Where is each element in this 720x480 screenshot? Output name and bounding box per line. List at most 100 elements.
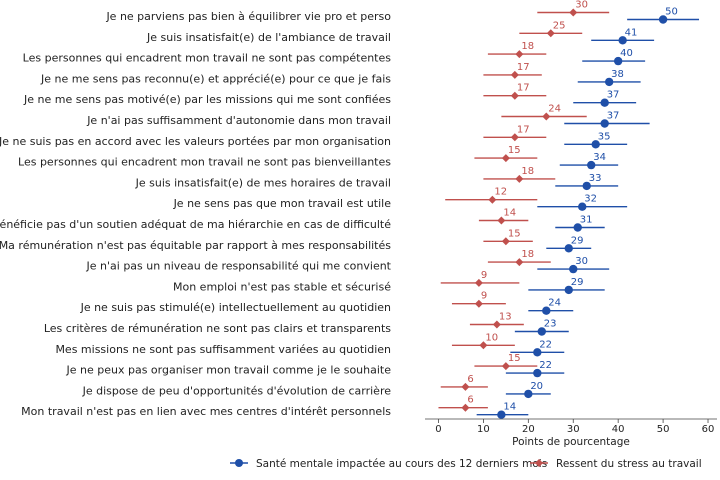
category-label: Les personnes qui encadrent mon travail … <box>18 156 391 169</box>
point-blue <box>604 77 614 87</box>
data-label-blue: 22 <box>539 360 552 371</box>
data-label-red: 12 <box>494 187 507 198</box>
data-label-blue: 37 <box>607 111 620 122</box>
data-label-blue: 29 <box>571 235 584 246</box>
legend-label-red: Ressent du stress au travail <box>556 458 702 470</box>
data-label-red: 18 <box>521 166 534 177</box>
point-blue <box>524 389 533 399</box>
legend: Santé mentale impactée au cours des 12 d… <box>230 458 702 470</box>
data-label-blue: 14 <box>503 402 516 413</box>
x-tick-label: 60 <box>702 424 715 435</box>
point-blue <box>533 348 542 357</box>
data-label-red: 15 <box>508 353 521 364</box>
data-label-red: 17 <box>517 62 530 73</box>
category-labels: Je ne parviens pas bien à équilibrer vie… <box>0 10 392 418</box>
category-label: Je suis insatisfait(e) de mes horaires d… <box>135 176 391 189</box>
point-blue <box>537 327 546 336</box>
point-blue <box>600 98 609 107</box>
point-red <box>461 403 470 412</box>
legend-marker-red <box>535 459 543 467</box>
category-label: Mes missions ne sont pas suffisamment va… <box>55 343 391 356</box>
x-tick-label: 40 <box>612 424 625 435</box>
point-red <box>492 320 501 329</box>
point-red <box>510 133 519 142</box>
data-label-red: 17 <box>517 124 530 135</box>
x-tick-label: 50 <box>657 424 670 435</box>
data-label-blue: 31 <box>580 215 593 226</box>
data-label-red: 15 <box>508 228 521 239</box>
category-label: Je n'ai pas suffisamment d'autonomie dan… <box>86 114 391 127</box>
point-blue <box>569 264 578 274</box>
legend-marker-blue <box>235 459 243 467</box>
point-red <box>510 70 519 79</box>
category-label: Je ne me sens pas reconnu(e) et apprécié… <box>40 72 391 85</box>
data-label-red: 10 <box>485 332 498 343</box>
point-red <box>515 50 524 59</box>
plot-area: 3025181717241715181214151899131015665041… <box>425 0 717 420</box>
point-red <box>497 216 506 225</box>
data-label-red: 9 <box>481 270 487 281</box>
category-label: Mon emploi n'est pas stable et sécurisé <box>173 280 391 293</box>
data-label-blue: 33 <box>589 173 602 184</box>
point-red <box>515 174 524 183</box>
x-tick-label: 20 <box>522 424 535 435</box>
point-blue <box>497 410 506 419</box>
point-blue <box>578 202 587 211</box>
point-red <box>542 112 551 121</box>
data-label-red: 30 <box>575 0 588 11</box>
data-label-blue: 50 <box>665 7 678 18</box>
point-red <box>474 278 483 287</box>
point-blue <box>618 36 627 45</box>
category-label: Je ne me sens pas motivé(e) par les miss… <box>23 93 391 106</box>
point-red <box>515 258 524 267</box>
category-label: Les critères de rémunération ne sont pas… <box>44 322 391 335</box>
x-tick-label: 0 <box>435 424 441 435</box>
point-blue <box>658 15 668 24</box>
data-label-blue: 37 <box>607 90 620 101</box>
point-blue <box>591 140 600 149</box>
category-label: Mon travail n'est pas en lien avec mes c… <box>21 405 391 418</box>
point-red <box>479 341 488 350</box>
point-red <box>501 362 510 371</box>
data-label-blue: 34 <box>593 152 606 163</box>
point-red <box>501 154 510 163</box>
data-label-blue: 41 <box>625 27 638 38</box>
x-axis: 0 10 20 30 40 50 60 <box>435 419 714 435</box>
data-label-red: 6 <box>467 374 473 385</box>
category-label: Je ne parviens pas bien à équilibrer vie… <box>105 10 391 23</box>
data-label-red: 15 <box>508 145 521 156</box>
legend-label-blue: Santé mentale impactée au cours des 12 d… <box>256 458 547 470</box>
point-blue <box>564 244 573 253</box>
category-label: Je ne suis pas stimulé(e) intellectuelle… <box>80 301 391 314</box>
legend-item-mental-health: Santé mentale impactée au cours des 12 d… <box>230 458 547 470</box>
data-label-red: 14 <box>503 208 516 219</box>
data-label-blue: 35 <box>598 131 611 142</box>
data-label-red: 25 <box>553 20 566 31</box>
data-label-blue: 32 <box>584 194 597 205</box>
point-blue <box>542 306 551 315</box>
x-tick-label: 30 <box>567 424 580 435</box>
data-label-red: 9 <box>481 291 487 302</box>
data-label-red: 13 <box>499 312 512 323</box>
point-red <box>501 237 510 246</box>
x-axis-title: Points de pourcentage <box>512 436 630 448</box>
category-label: Je ne peux pas organiser mon travail com… <box>66 364 392 377</box>
point-blue <box>573 223 582 232</box>
data-label-red: 24 <box>548 104 561 115</box>
data-label-blue: 20 <box>530 381 543 392</box>
point-red <box>474 299 483 308</box>
legend-item-stress: Ressent du stress au travail <box>530 458 702 470</box>
data-label-blue: 38 <box>611 69 624 80</box>
category-label: Je n'ai pas un niveau de responsabilité … <box>86 260 392 273</box>
point-red <box>546 29 555 38</box>
category-label: Je dispose de peu d'opportunités d'évolu… <box>82 384 392 397</box>
data-label-red: 18 <box>521 41 534 52</box>
category-label: Je ne suis pas en accord avec les valeur… <box>0 135 391 148</box>
data-label-blue: 24 <box>548 298 561 309</box>
x-tick-label: 10 <box>477 424 490 435</box>
point-blue <box>587 160 596 170</box>
data-label-blue: 23 <box>544 319 557 330</box>
point-red <box>488 195 497 204</box>
data-label-red: 18 <box>521 249 534 260</box>
